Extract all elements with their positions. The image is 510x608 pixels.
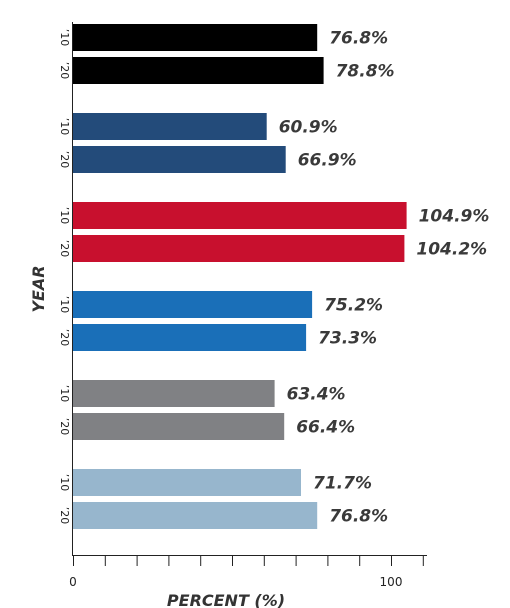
- data-label-1-1: 66.9%: [298, 151, 357, 171]
- year-label-3-0: ’10: [58, 296, 71, 314]
- data-label-1-0: 60.9%: [279, 118, 338, 138]
- year-label-4-0: ’10: [58, 385, 71, 403]
- year-label-5-0: ’10: [58, 474, 71, 492]
- year-label-0-0: ’10: [58, 29, 71, 47]
- data-label-2-0: 104.9%: [419, 207, 490, 227]
- year-label-3-1: ’20: [58, 329, 71, 347]
- bar-2-1: [73, 235, 405, 262]
- data-label-5-0: 71.7%: [313, 474, 372, 494]
- data-label-0-0: 76.8%: [329, 29, 388, 49]
- x-tick-label-0: 0: [69, 575, 77, 589]
- x-axis-title: PERCENT (%): [167, 591, 285, 608]
- year-label-1-1: ’20: [58, 151, 71, 169]
- bar-3-0: [73, 291, 313, 318]
- year-label-0-1: ’20: [58, 62, 71, 80]
- x-ticks: 0 100: [69, 556, 424, 589]
- data-label-2-1: 104.2%: [416, 240, 487, 260]
- data-label-3-1: 73.3%: [318, 329, 377, 349]
- data-label-4-1: 66.4%: [296, 418, 355, 438]
- bar-1-1: [73, 146, 286, 173]
- data-label-5-1: 76.8%: [329, 507, 388, 527]
- year-label-2-0: ’10: [58, 207, 71, 225]
- bar-3-1: [73, 324, 307, 351]
- x-tick-label-1: 100: [380, 575, 403, 589]
- bar-0-1: [73, 57, 324, 84]
- bar-0-0: [73, 24, 318, 51]
- bar-1-0: [73, 113, 267, 140]
- data-label-4-0: 63.4%: [287, 385, 346, 405]
- bar-5-1: [73, 502, 318, 529]
- year-label-2-1: ’20: [58, 240, 71, 258]
- year-label-1-0: ’10: [58, 118, 71, 136]
- bars-layer: 76.8% ’10 78.8% ’20 60.9% ’10 66.9% ’20 104.9% ’1…: [58, 24, 489, 529]
- bar-4-0: [73, 380, 275, 407]
- bar-4-1: [73, 413, 285, 440]
- year-label-5-1: ’20: [58, 507, 71, 525]
- bar-2-0: [73, 202, 407, 229]
- data-label-0-1: 78.8%: [336, 62, 395, 82]
- data-label-3-0: 75.2%: [324, 296, 383, 316]
- year-label-4-1: ’20: [58, 418, 71, 436]
- bar-5-0: [73, 469, 301, 496]
- y-axis-title: YEAR: [29, 265, 48, 312]
